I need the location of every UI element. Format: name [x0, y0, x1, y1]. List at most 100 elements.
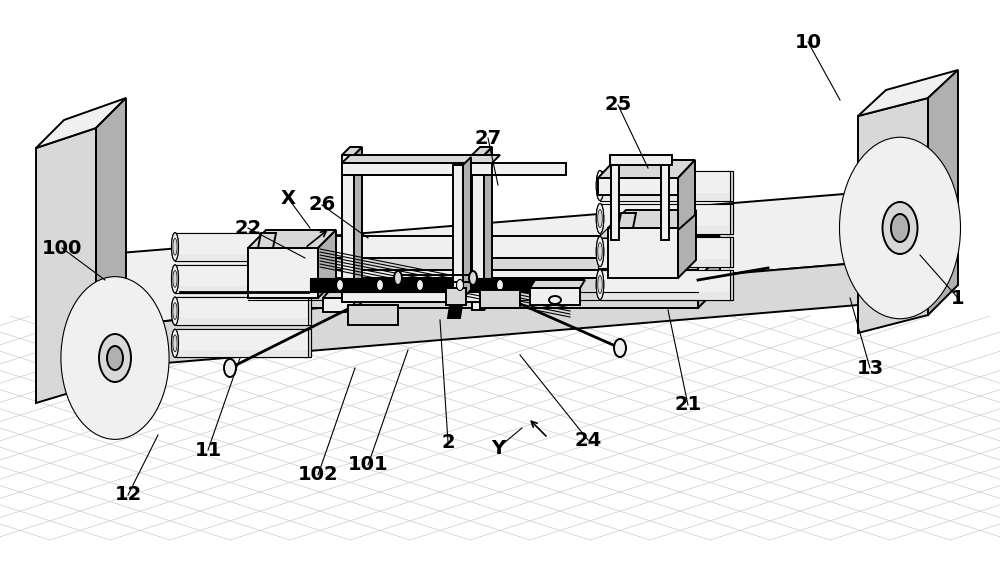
Ellipse shape	[598, 275, 602, 294]
Ellipse shape	[598, 209, 602, 227]
Ellipse shape	[496, 279, 504, 290]
Ellipse shape	[99, 334, 131, 382]
Polygon shape	[678, 210, 696, 278]
Polygon shape	[175, 297, 308, 325]
Polygon shape	[175, 286, 308, 293]
Ellipse shape	[172, 233, 178, 261]
Ellipse shape	[107, 346, 123, 370]
Polygon shape	[600, 226, 730, 234]
Ellipse shape	[846, 147, 954, 309]
Polygon shape	[175, 350, 308, 357]
Ellipse shape	[173, 335, 177, 352]
Polygon shape	[600, 269, 730, 299]
Polygon shape	[175, 265, 308, 293]
Ellipse shape	[469, 271, 477, 285]
Ellipse shape	[596, 170, 604, 200]
Ellipse shape	[173, 271, 177, 287]
Ellipse shape	[107, 346, 123, 370]
Polygon shape	[305, 329, 311, 357]
Polygon shape	[58, 258, 918, 372]
Ellipse shape	[394, 271, 402, 285]
Ellipse shape	[866, 176, 934, 280]
Ellipse shape	[596, 269, 604, 299]
Polygon shape	[248, 256, 720, 278]
Ellipse shape	[84, 312, 146, 404]
Polygon shape	[175, 329, 308, 357]
Text: 11: 11	[194, 440, 222, 459]
Ellipse shape	[596, 269, 604, 299]
Polygon shape	[36, 98, 126, 148]
Ellipse shape	[224, 359, 236, 377]
Polygon shape	[348, 305, 398, 325]
Polygon shape	[342, 163, 492, 175]
Polygon shape	[175, 286, 308, 293]
Polygon shape	[58, 188, 918, 330]
Ellipse shape	[72, 294, 158, 422]
Ellipse shape	[336, 279, 344, 290]
Polygon shape	[453, 165, 463, 298]
Polygon shape	[598, 238, 630, 268]
Polygon shape	[600, 170, 730, 200]
Polygon shape	[448, 305, 462, 318]
Ellipse shape	[879, 196, 922, 260]
Ellipse shape	[614, 339, 626, 357]
Polygon shape	[598, 178, 678, 195]
Text: 100: 100	[42, 238, 82, 257]
Text: 21: 21	[674, 395, 702, 414]
Ellipse shape	[536, 279, 544, 290]
Polygon shape	[598, 160, 695, 178]
Ellipse shape	[598, 177, 602, 194]
Polygon shape	[342, 155, 354, 310]
Polygon shape	[305, 329, 311, 357]
Polygon shape	[258, 233, 276, 248]
Polygon shape	[305, 297, 311, 325]
Ellipse shape	[852, 157, 948, 299]
Ellipse shape	[172, 265, 178, 293]
Polygon shape	[342, 155, 500, 163]
Ellipse shape	[883, 202, 918, 254]
Polygon shape	[600, 259, 730, 267]
Polygon shape	[248, 246, 292, 258]
Polygon shape	[248, 248, 318, 298]
Polygon shape	[323, 290, 362, 298]
Ellipse shape	[885, 205, 915, 250]
Polygon shape	[342, 163, 466, 175]
Ellipse shape	[90, 320, 140, 396]
Ellipse shape	[172, 329, 178, 357]
Polygon shape	[484, 147, 492, 310]
Polygon shape	[608, 228, 678, 278]
Polygon shape	[600, 193, 730, 200]
Ellipse shape	[173, 335, 177, 352]
Polygon shape	[342, 147, 362, 155]
Polygon shape	[698, 256, 720, 308]
Text: 2: 2	[441, 433, 455, 451]
Ellipse shape	[596, 237, 604, 267]
Ellipse shape	[172, 297, 178, 325]
Polygon shape	[598, 226, 642, 238]
Polygon shape	[248, 258, 280, 290]
Polygon shape	[318, 230, 336, 298]
Polygon shape	[175, 318, 308, 325]
Polygon shape	[175, 329, 308, 357]
Polygon shape	[305, 265, 311, 293]
Ellipse shape	[598, 242, 602, 260]
Ellipse shape	[173, 238, 177, 255]
Ellipse shape	[891, 214, 909, 242]
Polygon shape	[727, 269, 733, 299]
Polygon shape	[600, 237, 730, 267]
Text: 27: 27	[474, 129, 502, 148]
Text: 102: 102	[298, 466, 338, 485]
Polygon shape	[661, 155, 669, 240]
Polygon shape	[472, 163, 566, 175]
Polygon shape	[858, 98, 928, 333]
Ellipse shape	[172, 233, 178, 261]
Polygon shape	[305, 265, 311, 293]
Polygon shape	[530, 280, 585, 288]
Polygon shape	[248, 236, 720, 258]
Polygon shape	[600, 204, 730, 234]
Polygon shape	[928, 70, 958, 315]
Ellipse shape	[872, 186, 928, 270]
Ellipse shape	[67, 285, 163, 430]
Ellipse shape	[596, 237, 604, 267]
Polygon shape	[323, 298, 354, 312]
